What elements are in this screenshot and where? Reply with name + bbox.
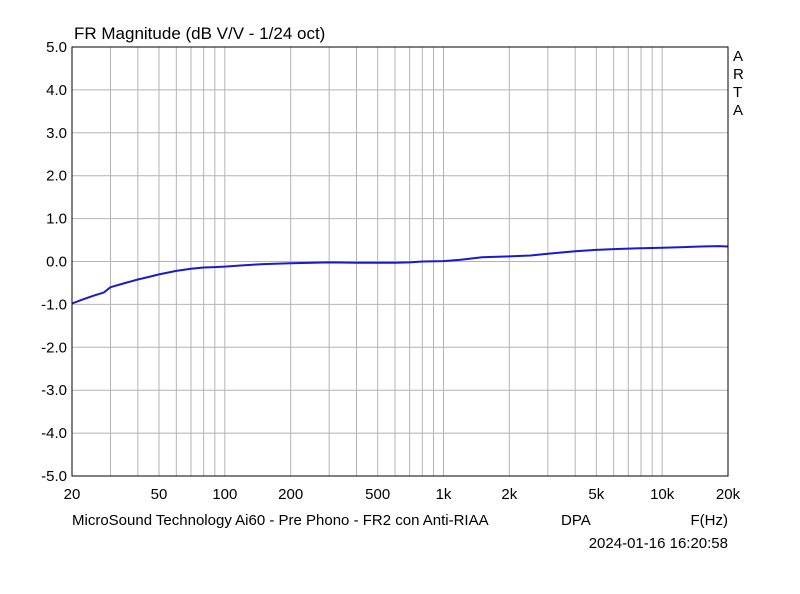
measurement-description: MicroSound Technology Ai60 - Pre Phono -…: [72, 512, 489, 529]
x-tick-label: 5k: [588, 486, 604, 503]
x-tick-label: 10k: [650, 486, 675, 503]
chart-title: FR Magnitude (dB V/V - 1/24 oct): [74, 24, 325, 43]
y-tick-label: 4.0: [46, 82, 67, 99]
x-tick-label: 200: [278, 486, 303, 503]
y-tick-label: -1.0: [41, 296, 67, 313]
x-axis-label: F(Hz): [691, 512, 729, 529]
y-tick-label: 0.0: [46, 254, 67, 271]
x-tick-label: 50: [151, 486, 168, 503]
x-tick-label: 1k: [436, 486, 452, 503]
brand-letter: T: [733, 84, 742, 101]
dpa-label: DPA: [561, 512, 591, 529]
y-tick-labels: 5.0 4.0 3.0 2.0 1.0 0.0 -1.0 -2.0 -3.0 -4.0 -5.0: [41, 39, 67, 485]
x-tick-label: 20: [64, 486, 81, 503]
brand-letter: A: [733, 102, 743, 119]
x-tick-label: 2k: [501, 486, 517, 503]
x-tick-label: 20k: [716, 486, 741, 503]
trace-layer: [71, 245, 729, 305]
y-tick-label: -2.0: [41, 339, 67, 356]
y-tick-label: -4.0: [41, 425, 67, 442]
y-tick-label: 5.0: [46, 39, 67, 56]
timestamp: 2024-01-16 16:20:58: [589, 535, 728, 552]
x-tick-label: 500: [365, 486, 390, 503]
grid-lines: [72, 47, 728, 476]
y-tick-label: 3.0: [46, 125, 67, 142]
x-tick-label: 100: [212, 486, 237, 503]
y-tick-label: 1.0: [46, 211, 67, 228]
brand-letter: R: [733, 66, 744, 83]
brand-letter: A: [733, 48, 743, 65]
x-tick-labels: 20 50 100 200 500 1k 2k 5k 10k 20k: [64, 486, 741, 503]
y-tick-label: 2.0: [46, 168, 67, 185]
y-tick-label: -5.0: [41, 468, 67, 485]
y-tick-label: -3.0: [41, 382, 67, 399]
response-trace: [71, 245, 729, 305]
plot-frame: [71, 46, 729, 477]
